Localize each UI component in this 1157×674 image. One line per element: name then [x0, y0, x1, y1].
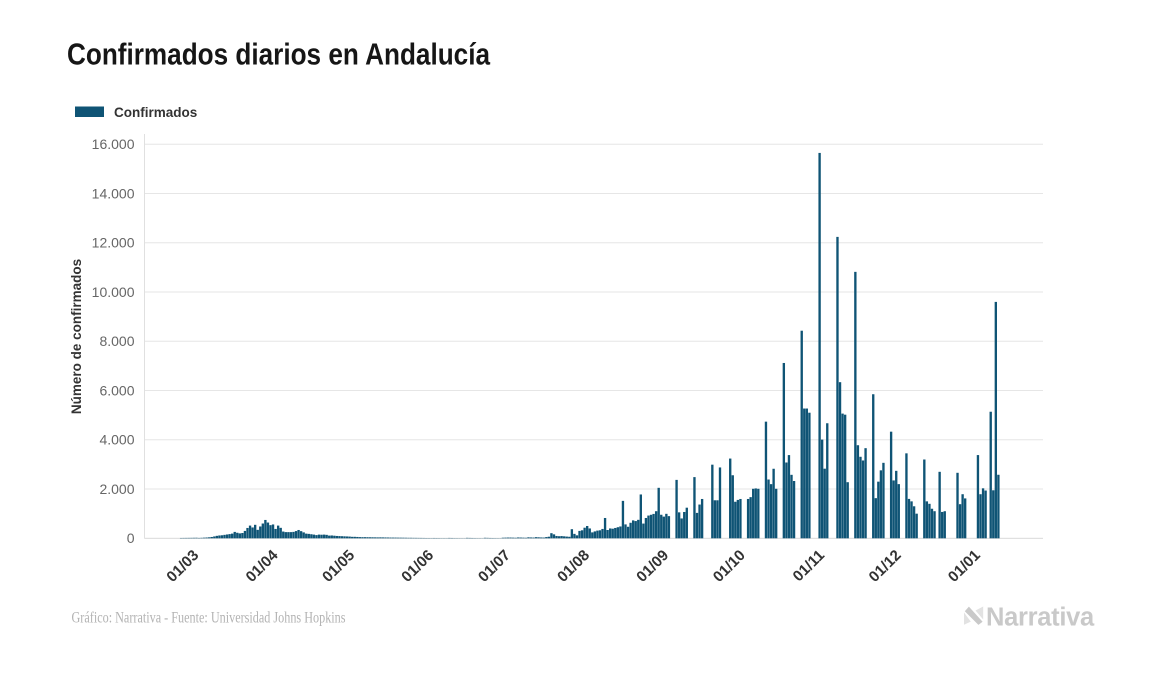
- svg-text:0: 0: [127, 530, 135, 546]
- svg-text:14.000: 14.000: [92, 185, 135, 201]
- svg-text:10.000: 10.000: [92, 284, 135, 300]
- svg-text:4.000: 4.000: [99, 432, 134, 448]
- svg-text:8.000: 8.000: [99, 333, 134, 349]
- svg-text:6.000: 6.000: [99, 382, 134, 398]
- svg-text:2.000: 2.000: [99, 481, 134, 497]
- svg-text:Confirmados: Confirmados: [114, 105, 197, 120]
- svg-text:Confirmados diarios en Andaluc: Confirmados diarios en Andalucía: [67, 38, 491, 72]
- svg-text:12.000: 12.000: [92, 235, 135, 251]
- svg-text:Gráfico: Narrativa - Fuente: U: Gráfico: Narrativa - Fuente: Universidad…: [72, 610, 346, 627]
- svg-text:Narrativa: Narrativa: [986, 604, 1095, 632]
- svg-text:16.000: 16.000: [92, 136, 135, 152]
- svg-text:Número de confirmados: Número de confirmados: [69, 259, 84, 414]
